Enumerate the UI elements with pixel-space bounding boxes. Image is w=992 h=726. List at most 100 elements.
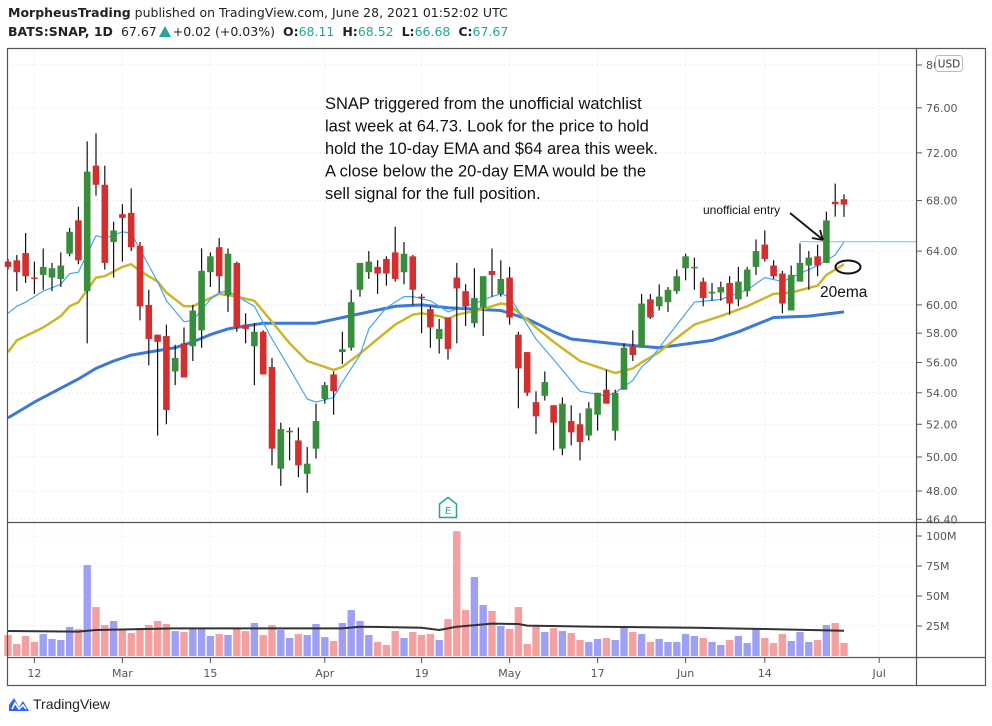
candle	[215, 238, 223, 293]
candle-body	[462, 291, 469, 307]
volume-bar	[303, 635, 311, 656]
candle-body	[400, 253, 408, 273]
candles	[4, 133, 848, 493]
open-label: O:	[282, 24, 299, 39]
volume-bar	[400, 638, 408, 656]
candle	[207, 252, 214, 288]
candle	[559, 397, 566, 456]
volume-bar	[813, 640, 822, 656]
candle-body	[567, 421, 575, 433]
volume-bar	[725, 640, 734, 656]
volume-bar	[382, 644, 391, 656]
volume-bar	[268, 625, 276, 656]
currency-badge[interactable]: USD	[935, 55, 963, 72]
volume-bar	[241, 631, 250, 656]
volume-bar	[347, 610, 355, 656]
candle-body	[189, 310, 197, 347]
candle	[603, 369, 610, 404]
volume-pane	[4, 531, 848, 656]
candle-body	[383, 258, 390, 274]
candle	[550, 405, 557, 451]
candle-body	[761, 244, 769, 259]
candle-body	[550, 405, 557, 423]
candle-body	[312, 421, 320, 449]
note-line: hold the 10-day EMA and $64 area this we…	[325, 140, 658, 158]
candle-body	[682, 256, 689, 269]
candle	[471, 268, 478, 328]
volume-bar	[593, 638, 602, 656]
earnings-icon	[438, 496, 458, 519]
time-tick-label: 17	[591, 667, 605, 680]
volume-bar	[461, 610, 470, 656]
volume-bar	[39, 634, 47, 656]
candle-body	[154, 334, 161, 342]
candle-body	[339, 349, 346, 353]
candle	[453, 262, 461, 344]
volume-bar	[92, 607, 100, 656]
symbol-name[interactable]: BATS:SNAP, 1D	[8, 24, 113, 39]
candle	[57, 252, 65, 288]
earnings-marker[interactable]: E	[438, 496, 458, 519]
candle	[286, 427, 293, 461]
volume-bar	[426, 634, 435, 656]
candle-body	[374, 266, 381, 274]
candle-body	[743, 269, 751, 292]
candle	[611, 389, 619, 441]
candle	[691, 257, 698, 290]
volume-bar	[611, 640, 619, 656]
candle	[682, 253, 689, 281]
candle	[664, 287, 672, 312]
candle-body	[435, 328, 443, 339]
volume-bar	[532, 626, 540, 656]
volume-bar	[215, 634, 223, 656]
candle-body	[347, 302, 355, 348]
candle-body	[163, 336, 170, 410]
volume-bar	[171, 631, 179, 656]
candle-body	[515, 334, 522, 369]
candle	[831, 183, 839, 217]
candle-body	[303, 463, 311, 474]
volume-bar	[329, 641, 338, 656]
candle	[391, 226, 399, 282]
volume-bar	[453, 531, 461, 656]
candle-body	[840, 199, 848, 205]
volume-bar	[259, 635, 267, 656]
candle	[655, 284, 663, 311]
price-change: +0.02 (+0.03%)	[172, 24, 275, 39]
volume-bar	[294, 634, 303, 656]
candle	[365, 251, 373, 279]
volume-bar	[620, 626, 628, 656]
volume-bar	[74, 629, 83, 656]
candle	[479, 276, 487, 337]
volume-bar	[65, 626, 74, 656]
volume-bar	[637, 634, 646, 656]
candle	[251, 323, 258, 386]
candle-body	[198, 270, 205, 331]
volume-bar	[391, 631, 399, 656]
candle-body	[127, 212, 135, 248]
candle	[506, 266, 513, 325]
author-name[interactable]: MorpheusTrading	[8, 5, 131, 20]
ema20-line	[7, 262, 845, 375]
candle	[462, 284, 469, 327]
candle	[770, 260, 777, 279]
price-tick-label: 50.00	[926, 451, 958, 464]
high-value: 68.52	[357, 24, 394, 39]
candle	[814, 244, 821, 277]
currency-label: USD	[938, 59, 960, 71]
candle	[805, 251, 813, 290]
candle-body	[75, 220, 82, 261]
volume-bar	[206, 635, 215, 656]
candle-body	[559, 403, 566, 449]
volume-bar	[101, 625, 109, 656]
volume-bar	[831, 623, 839, 656]
volume-bar	[409, 632, 417, 656]
candle-body	[664, 289, 672, 303]
volume-tick-label: 50M	[926, 590, 950, 603]
tradingview-logo[interactable]: TradingView	[8, 696, 110, 712]
candle-body	[330, 374, 337, 392]
volume-bar	[180, 632, 188, 656]
volume-bar	[118, 629, 127, 656]
volume-bar	[796, 632, 804, 656]
